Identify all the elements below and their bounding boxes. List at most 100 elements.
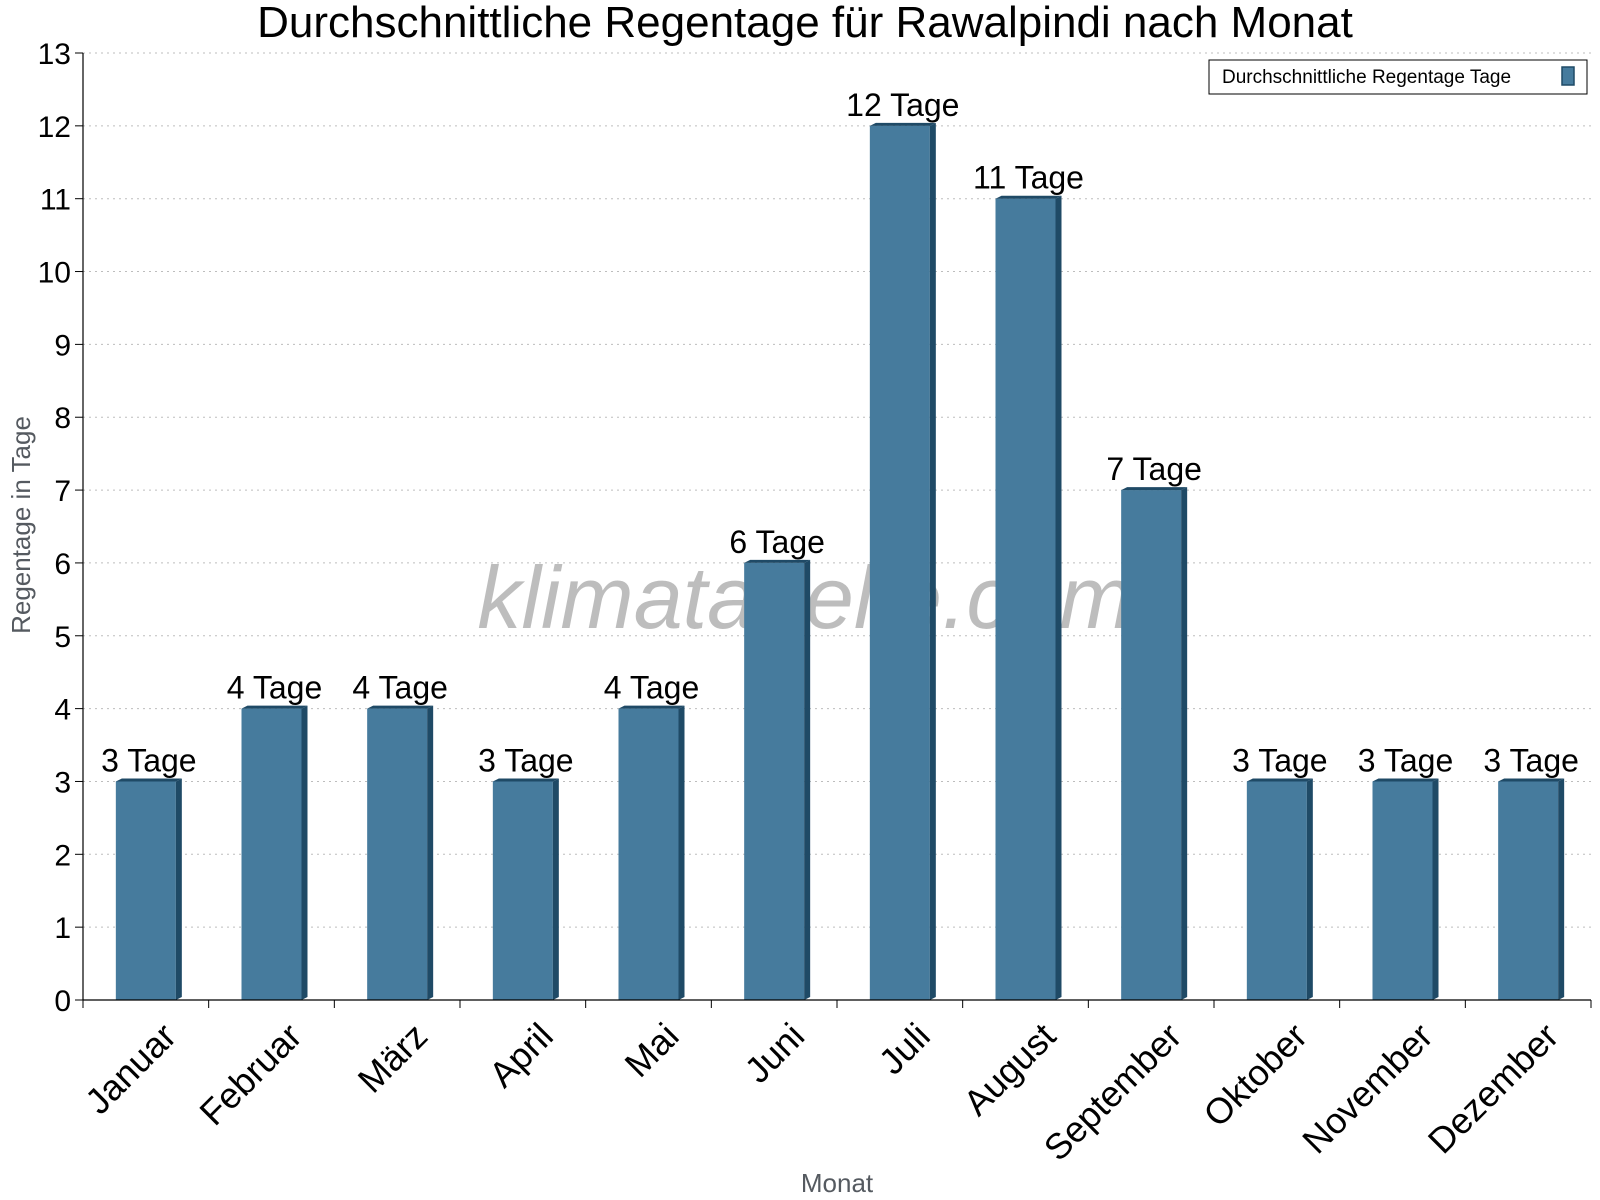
x-tick-label: Oktober xyxy=(1195,1015,1315,1135)
bars xyxy=(115,122,1565,1001)
bar-top xyxy=(869,122,936,126)
y-tick-label: 11 xyxy=(40,184,71,217)
legend: Durchschnittliche Regentage Tage xyxy=(1208,59,1588,95)
y-tick-label: 5 xyxy=(54,621,71,654)
bar xyxy=(492,778,559,1000)
bar-top xyxy=(1246,778,1313,782)
data-label: 4 Tage xyxy=(604,670,700,706)
x-tick-label: Mai xyxy=(617,1015,687,1085)
bar-front xyxy=(1498,781,1559,1000)
bar-side xyxy=(804,559,811,1000)
bar xyxy=(1246,778,1313,1000)
bar xyxy=(1121,487,1188,1001)
y-tick-label: 2 xyxy=(54,839,71,872)
y-tick-label: 3 xyxy=(54,766,71,799)
y-tick-label: 13 xyxy=(38,38,71,71)
x-axis-title: Monat xyxy=(801,1168,874,1198)
bar-side xyxy=(1306,778,1313,1000)
axes xyxy=(82,53,1591,1001)
bar-top xyxy=(115,778,182,782)
bar-side xyxy=(552,778,559,1000)
bar-top xyxy=(492,778,559,782)
data-label: 3 Tage xyxy=(478,742,574,778)
data-label: 3 Tage xyxy=(1358,742,1454,778)
bar-front xyxy=(744,562,805,1000)
bar xyxy=(995,195,1062,1000)
bar-front xyxy=(1372,781,1433,1000)
bar-front xyxy=(367,708,428,1000)
y-tick-label: 12 xyxy=(38,111,71,144)
bar-front xyxy=(241,708,302,1000)
data-label: 4 Tage xyxy=(352,670,448,706)
bar xyxy=(618,705,685,1000)
data-label: 3 Tage xyxy=(101,742,197,778)
y-tick-label: 9 xyxy=(54,329,71,362)
data-labels: 3 Tage 4 Tage 4 Tage 3 Tage 4 Tage 6 Tage 12 T… xyxy=(101,87,1579,779)
x-tick-label: Dezember xyxy=(1420,1015,1566,1161)
x-tick-label: April xyxy=(481,1015,561,1095)
bar-front xyxy=(1246,781,1307,1000)
y-tick-label: 0 xyxy=(54,985,71,1018)
bar xyxy=(115,778,182,1000)
bar-top xyxy=(1498,778,1565,782)
data-label: 11 Tage xyxy=(973,160,1084,196)
x-tick-label: März xyxy=(350,1015,436,1101)
legend-label: Durchschnittliche Regentage Tage xyxy=(1222,67,1511,88)
y-tick-label: 4 xyxy=(54,694,71,727)
bar xyxy=(1372,778,1439,1000)
bar-side xyxy=(929,122,936,1001)
bar-front xyxy=(1121,490,1182,1000)
bar-front xyxy=(115,781,176,1000)
data-label: 7 Tage xyxy=(1106,451,1202,487)
chart-title: Durchschnittliche Regentage für Rawalpin… xyxy=(257,0,1353,47)
bar-front xyxy=(869,125,930,1001)
bar xyxy=(241,705,308,1000)
bar-side xyxy=(427,705,434,1000)
bar xyxy=(367,705,434,1000)
bar-side xyxy=(301,705,308,1000)
legend-box xyxy=(1208,59,1588,95)
x-tick-label: Juli xyxy=(871,1015,938,1082)
x-tick-label: November xyxy=(1294,1015,1440,1161)
x-tick-label: Januar xyxy=(77,1015,184,1122)
bar-top xyxy=(1121,487,1188,491)
bar-top xyxy=(618,705,685,709)
bar-top xyxy=(1372,778,1439,782)
bar-side xyxy=(175,778,182,1000)
y-tick-label: 7 xyxy=(54,475,71,508)
bar-top xyxy=(744,559,811,563)
bar-top xyxy=(367,705,434,709)
bar xyxy=(1498,778,1565,1000)
bar-top xyxy=(241,705,308,709)
bar-side xyxy=(678,705,685,1000)
x-tick-label: Februar xyxy=(191,1015,309,1133)
bar-side xyxy=(1181,487,1188,1001)
x-tick-label: August xyxy=(955,1015,1063,1123)
y-tick-label: 10 xyxy=(38,257,71,290)
gridlines xyxy=(83,52,1591,928)
data-label: 3 Tage xyxy=(1483,742,1579,778)
data-label: 4 Tage xyxy=(227,670,323,706)
bar-side xyxy=(1055,195,1062,1000)
bar-front xyxy=(492,781,553,1000)
bar xyxy=(744,559,811,1000)
y-tick-label: 6 xyxy=(54,548,71,581)
data-label: 12 Tage xyxy=(846,87,959,123)
bar-front xyxy=(618,708,679,1000)
bar-side xyxy=(1558,778,1565,1000)
x-tick-label: September xyxy=(1036,1015,1190,1169)
y-axis-title: Regentage in Tage xyxy=(6,416,36,634)
bar-top xyxy=(995,195,1062,199)
bar xyxy=(869,122,936,1001)
x-tick-label: Juni xyxy=(737,1015,813,1091)
y-tick-label: 8 xyxy=(54,402,71,435)
x-axis-ticks: Januar Februar März April Mai Juni Juli AugustS… xyxy=(77,1000,1592,1169)
legend-swatch xyxy=(1561,66,1575,86)
bar-front xyxy=(995,198,1056,1000)
y-tick-label: 1 xyxy=(54,912,71,945)
data-label: 6 Tage xyxy=(729,524,825,560)
bar-side xyxy=(1432,778,1439,1000)
data-label: 3 Tage xyxy=(1232,742,1328,778)
